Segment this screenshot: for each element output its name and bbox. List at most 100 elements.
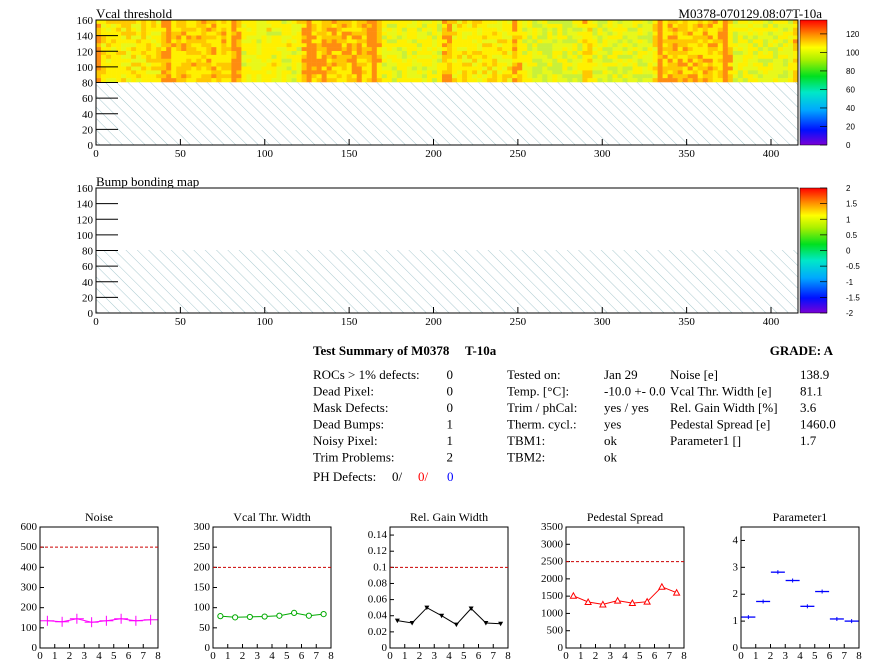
chart-point — [613, 596, 622, 604]
map2-colorbar-tick-label: 1.5 — [846, 200, 858, 209]
map1-heat-cell — [782, 31, 789, 36]
map1-heat-cell — [652, 31, 658, 36]
map1-heat-cell — [497, 78, 503, 83]
summary-mid-value: Jan 29 — [604, 367, 638, 382]
map1-heat-cell — [311, 47, 317, 52]
map1-heat-cell — [487, 78, 493, 83]
map1-heat-cell — [371, 62, 378, 67]
chart-ytick-label: 500 — [547, 625, 564, 637]
map1-heat-cell — [111, 62, 117, 67]
map1-heat-cell — [557, 74, 563, 79]
map1-heat-cell — [492, 62, 498, 67]
map1-heat-cell — [186, 47, 192, 52]
summary-right-value: 81.1 — [800, 384, 823, 399]
map1-heat-cell — [647, 62, 653, 67]
map1-heat-cell — [747, 43, 754, 48]
map1-heat-cell — [477, 35, 483, 40]
map1-heat-cell — [522, 47, 528, 52]
map1-heat-cell — [236, 47, 242, 52]
map1-heat-cell — [462, 27, 468, 32]
map1-heat-cell — [602, 62, 608, 67]
map1-heat-cell — [306, 47, 312, 52]
map1-heat-cell — [101, 43, 107, 48]
map1-heat-cell — [692, 74, 699, 79]
map1-heat-cell — [767, 51, 774, 56]
map1-heat-cell — [792, 47, 799, 52]
ph-defects-value-3: 0 — [447, 469, 454, 484]
map1-heat-cell — [166, 62, 172, 67]
map1-heat-cell — [421, 78, 428, 83]
map1-heat-cell — [276, 51, 282, 56]
map1-heat-cell — [462, 66, 468, 71]
map1-colorbar-tick-label: 40 — [846, 104, 855, 113]
map1-heat-cell — [336, 58, 342, 63]
map1-heat-cell — [181, 78, 187, 83]
map1-heat-cell — [381, 66, 388, 71]
map1-heat-cell — [406, 58, 413, 63]
chart-xtick-label: 4 — [797, 650, 803, 662]
map1-heat-cell — [737, 23, 744, 29]
map1-heat-cell — [391, 58, 398, 63]
map1-heat-cell — [597, 74, 603, 79]
map1-heat-cell — [286, 23, 292, 29]
map1-heat-cell — [441, 70, 448, 75]
map1-heat-cell — [542, 23, 548, 29]
chart-xtick-label: 8 — [155, 650, 161, 662]
map1-heat-cell — [452, 54, 458, 60]
chart-ytick-label: 0.06 — [368, 594, 388, 606]
map1-heat-cell — [747, 31, 754, 36]
map1-heat-cell — [592, 74, 598, 79]
map1-heat-cell — [106, 66, 112, 71]
map1-heat-cell — [612, 58, 618, 63]
map1-heat-cell — [722, 35, 729, 40]
map1-heat-cell — [191, 23, 197, 29]
map1-heat-cell — [201, 20, 207, 25]
map1-heat-cell — [517, 47, 523, 52]
map1-heat-cell — [421, 70, 428, 75]
map1-heat-cell — [592, 78, 598, 83]
map1-heat-cell — [777, 66, 784, 71]
map1-heat-cell — [121, 70, 127, 75]
map1-heat-cell — [652, 70, 658, 75]
map1-heat-cell — [281, 62, 287, 67]
map1-heat-cell — [206, 31, 212, 36]
map1-heat-cell — [251, 47, 257, 52]
map1-heat-cell — [597, 20, 603, 25]
map1-heat-cell — [497, 23, 503, 29]
map1-heat-cell — [431, 39, 438, 44]
map1-heat-cell — [617, 47, 623, 52]
map1-heat-cell — [291, 35, 297, 40]
map1-heat-cell — [577, 31, 583, 36]
map1-heat-cell — [191, 54, 197, 60]
map1-heat-cell — [136, 20, 142, 25]
map1-heat-cell — [206, 54, 212, 60]
map1-heat-cell — [386, 35, 393, 40]
map1-heat-cell — [286, 35, 292, 40]
map1-heat-cell — [426, 58, 433, 63]
map1-heat-cell — [747, 51, 754, 56]
map1-heat-cell — [682, 35, 688, 40]
map1-heat-cell — [356, 58, 363, 63]
map1-heat-cell — [316, 70, 322, 75]
map1-heat-cell — [311, 35, 317, 40]
map1-heat-cell — [712, 74, 719, 79]
chart-frame — [389, 526, 509, 649]
map1-heat-cell — [301, 58, 307, 63]
map1-heat-cell — [346, 62, 353, 67]
map1-heat-cell — [206, 62, 212, 67]
map1-heat-cell — [251, 62, 257, 67]
map1-heat-cell — [497, 54, 503, 60]
map1-heat-cell — [757, 70, 764, 75]
chart-ytick-label: 0.12 — [368, 545, 387, 557]
map1-heat-cell — [186, 27, 192, 32]
map1-heat-cell — [742, 43, 749, 48]
map1-heat-cell — [371, 47, 378, 52]
map1-heat-cell — [366, 39, 373, 44]
map1-heat-cell — [251, 20, 257, 25]
map1-heat-cell — [311, 39, 317, 44]
map1-heat-cell — [572, 62, 578, 67]
map1-heat-cell — [617, 43, 623, 48]
map1-heat-cell — [316, 58, 322, 63]
map1-heat-cell — [567, 47, 573, 52]
